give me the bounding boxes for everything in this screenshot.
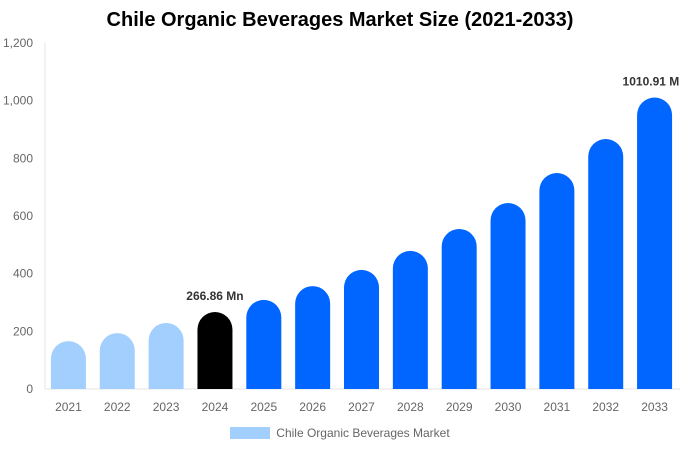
x-tick-label: 2023 [153,400,180,414]
bar-2029[interactable] [441,228,477,389]
legend-swatch [230,427,271,439]
x-tick-label: 2028 [397,400,424,414]
bar-2030[interactable] [490,203,526,389]
x-tick-label: 2021 [55,400,82,414]
legend-label: Chile Organic Beverages Market [276,426,450,440]
bar-2028[interactable] [392,250,428,389]
chart-title: Chile Organic Beverages Market Size (202… [106,9,574,31]
bar-2027[interactable] [344,269,379,389]
bar-2032[interactable] [588,139,624,389]
x-tick-label: 2030 [495,400,522,414]
bar-2022[interactable] [99,333,135,389]
bar-2023[interactable] [148,322,184,389]
x-tick-label: 2031 [544,400,571,414]
data-label: 1010.91 Mn [623,75,680,89]
y-tick-label: 200 [13,324,33,338]
x-tick-label: 2032 [592,400,619,414]
y-tick-label: 1,000 [3,94,33,108]
y-tick-label: 400 [13,267,33,281]
bar-2033[interactable] [637,97,673,390]
y-tick-label: 800 [13,151,33,165]
x-tick-label: 2029 [446,400,473,414]
y-tick-label: 0 [26,382,33,396]
x-tick-label: 2022 [104,400,131,414]
x-tick-label: 2025 [250,400,277,414]
bar-2021[interactable] [50,341,86,389]
bar-2025[interactable] [246,299,282,389]
y-tick-label: 600 [13,209,33,223]
x-tick-label: 2033 [641,400,668,414]
bar-2026[interactable] [295,286,331,389]
y-tick-label: 1,200 [3,36,33,50]
x-tick-label: 2024 [202,400,229,414]
bar-2024[interactable] [197,312,233,389]
data-label: 266.86 Mn [186,289,243,303]
legend[interactable]: Chile Organic Beverages Market [0,426,680,440]
x-tick-label: 2026 [299,400,326,414]
bar-2031[interactable] [539,173,575,389]
x-tick-label: 2027 [348,400,375,414]
